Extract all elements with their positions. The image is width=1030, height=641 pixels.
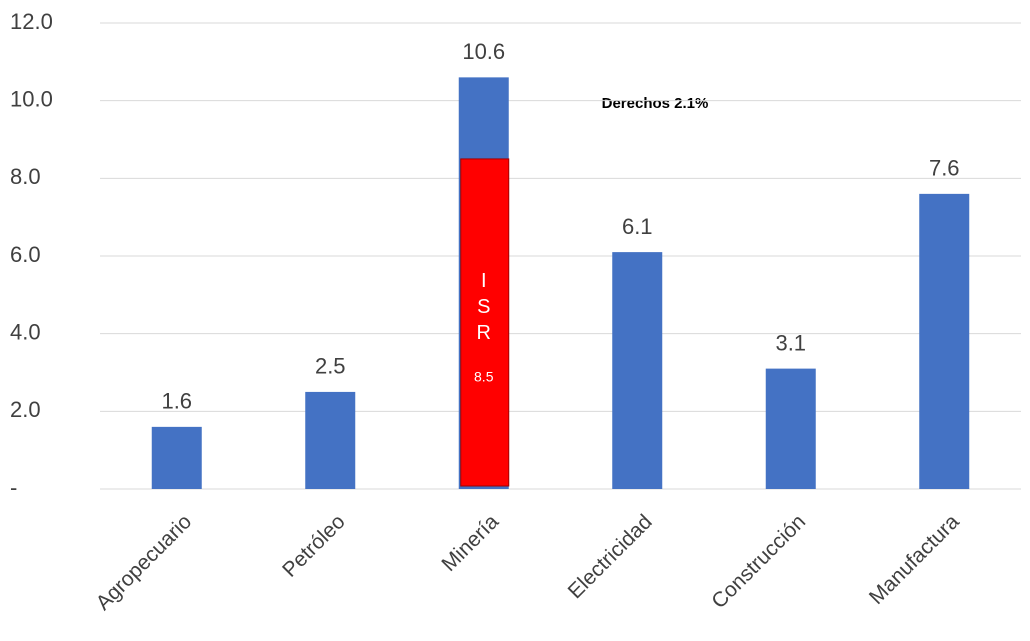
x-tick-label: Electricidad [564,510,657,603]
overlay-value: 8.5 [474,369,494,385]
bar [305,391,356,489]
y-tick-label: 6.0 [10,242,41,267]
bar [151,426,202,489]
y-tick-label: 10.0 [10,86,53,111]
data-label: 6.1 [622,214,653,239]
data-label: 1.6 [161,389,192,414]
data-label: 2.5 [315,354,346,379]
x-tick-label: Petróleo [278,510,350,582]
x-tick-label: Manufactura [865,510,964,609]
y-tick-label: 8.0 [10,164,41,189]
bar [612,252,663,489]
y-tick-label: - [10,475,17,500]
data-label: 7.6 [929,156,960,181]
overlay-label: ISR [473,270,495,348]
y-tick-label: 4.0 [10,319,41,344]
data-label: 10.6 [462,39,505,64]
bar [919,193,970,489]
x-tick-label: Agropecuario [92,510,197,615]
annotation: Derechos 2.1% [602,95,709,112]
x-tick-label: Minería [437,510,503,576]
y-tick-label: 12.0 [10,9,53,34]
bar [765,368,816,489]
x-tick-label: Construcción [707,510,810,613]
y-tick-label: 2.0 [10,397,41,422]
overlay-bar [460,158,510,487]
data-label: 3.1 [775,330,806,355]
